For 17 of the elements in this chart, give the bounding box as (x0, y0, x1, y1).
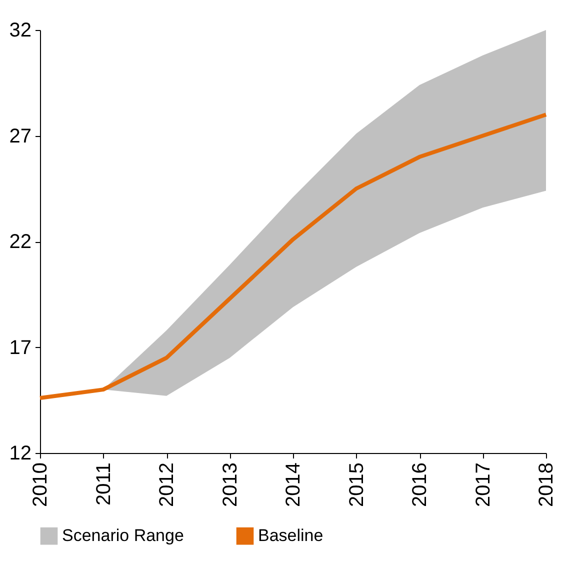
x-tick-label: 2018 (536, 462, 558, 507)
text: Scenario Range (62, 526, 184, 546)
x-tick-label: 2010 (30, 462, 52, 507)
y-tick-label: 17 (9, 336, 32, 359)
y-tick-label: 27 (9, 125, 32, 148)
y-tick-label: 12 (9, 442, 32, 464)
y-tick-label: 32 (9, 20, 32, 42)
x-tick-label: 2017 (472, 462, 494, 507)
x-tick-label: 2011 (92, 462, 115, 506)
legend-label: Baseline (258, 526, 324, 546)
y-tick-label: 22 (9, 231, 32, 253)
x-tick-label: 2015 (346, 462, 368, 507)
x-tick-label: 2016 (409, 462, 431, 507)
x-tick-label: 2013 (219, 462, 242, 507)
x-tick-label: 2012 (156, 462, 178, 507)
x-tick-label: 2014 (282, 462, 304, 507)
line-series (38, 112, 548, 400)
